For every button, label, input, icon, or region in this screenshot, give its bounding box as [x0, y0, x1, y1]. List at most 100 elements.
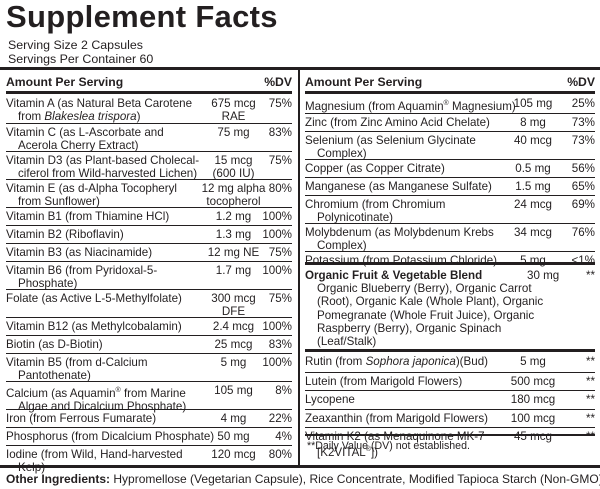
nutrient-name-line: Selenium (as Selenium Glycinate: [305, 134, 476, 147]
nutrient-dv: 100%: [262, 320, 292, 333]
nutrient-amount-line: 12 mg alpha: [201, 182, 266, 195]
nutrient-name: Vitamin K2 (as Menaquinone MK-7 [K2VITAL®…: [305, 430, 485, 459]
nutrient-name: Biotin (as D-Biotin): [6, 338, 103, 351]
nutrient-name-line: Iron (from Ferrous Fumarate): [6, 412, 157, 425]
nutrient-row: Iron (from Ferrous Fumarate) 4 mg 22%: [6, 409, 292, 428]
nutrient-row: Calcium (as Aquamin® from Marine Algae an…: [6, 381, 292, 413]
nutrient-name-line: Chromium (from Chromium: [305, 198, 446, 211]
nutrient-amount: 12 mg NE: [196, 246, 271, 259]
nutrient-name-line: Vitamin E (as d-Alpha Tocopheryl: [6, 182, 177, 195]
nutrient-dv: 56%: [571, 162, 595, 175]
nutrient-dv: 76%: [571, 226, 595, 239]
nutrient-dv: 83%: [268, 338, 292, 351]
nutrient-name: Lycopene: [305, 393, 355, 406]
nutrient-name-line: Vitamin B3 (as Niacinamide): [6, 246, 153, 259]
nutrient-name-line: from Blakeslea trispora): [18, 110, 141, 123]
nutrient-name: Vitamin B3 (as Niacinamide): [6, 246, 152, 259]
nutrient-amount-line: 50 mg: [217, 430, 250, 443]
nutrient-row: Rutin (from Sophora japonica)(Bud) 5 mg **: [305, 353, 595, 372]
nutrient-name: Phosphorus (from Dicalcium Phosphate): [6, 430, 214, 443]
nutrient-name: Rutin (from Sophora japonica)(Bud): [305, 355, 488, 368]
nutrient-dv: 100%: [262, 264, 292, 277]
nutrient-dv: 83%: [268, 126, 292, 139]
nutrient-amount-line: 5 mg: [520, 254, 546, 267]
nutrient-amount-line: tocopherol: [206, 195, 261, 208]
nutrient-name: Vitamin A (as Natural Beta Carotene from …: [6, 97, 192, 123]
nutrient-amount-line: 34 mcg: [513, 226, 553, 239]
nutrient-name-line: Biotin (as D-Biotin): [6, 338, 103, 351]
nutrient-dv: **: [585, 393, 595, 406]
nutrient-name-line: Vitamin K2 (as Menaquinone MK-7: [305, 430, 485, 443]
nutrient-dv: 4%: [275, 430, 292, 443]
blend-description: Organic Blueberry (Berry), Organic Carro…: [317, 282, 544, 349]
nutrient-name-line: Zeaxanthin (from Marigold Flowers): [305, 411, 488, 425]
nutrient-amount: 100 mcg: [505, 412, 561, 425]
nutrient-amount-line: 300 mcg: [211, 292, 256, 305]
nutrient-amount: 120 mcg: [196, 448, 271, 461]
nutrient-row: Vitamin B1 (from Thiamine HCl) 1.2 mg 100%: [6, 207, 292, 226]
nutrient-amount-line: RAE: [221, 110, 246, 123]
blend-dv: **: [585, 269, 595, 282]
right-column: Amount Per Serving %DV Magnesium (from A…: [305, 73, 595, 465]
nutrient-row: Copper (as Copper Citrate) 0.5 mg 56%: [305, 159, 595, 178]
nutrient-amount-line: 45 mcg: [513, 430, 553, 443]
nutrient-name: Vitamin C (as L-Ascorbate and Acerola Che…: [6, 126, 164, 152]
nutrient-name: Vitamin D3 (as Plant-based Cholecal-cife…: [6, 154, 199, 180]
nutrient-dv: <1%: [571, 254, 595, 267]
nutrient-amount-line: 120 mcg: [211, 448, 256, 461]
nutrient-amount: 180 mcg: [505, 393, 561, 406]
nutrient-row: Vitamin B5 (from d-Calcium Pantothenate) 5…: [6, 353, 292, 382]
nutrient-amount: 5 mg: [196, 356, 271, 369]
nutrient-name: Zeaxanthin (from Marigold Flowers): [305, 412, 488, 425]
nutrient-row: Biotin (as D-Biotin) 25 mcg 83%: [6, 335, 292, 354]
nutrient-row: Molybdenum (as Molybdenum Krebs Complex) 3…: [305, 223, 595, 252]
nutrient-amount: 5 mg: [505, 355, 561, 368]
servings-per-container: Servings Per Container 60: [8, 52, 154, 66]
nutrient-name-line: Complex): [317, 147, 367, 160]
nutrient-row: Vitamin D3 (as Plant-based Cholecal-cife…: [6, 151, 292, 180]
nutrient-row: Magnesium (from Aquamin® Magnesium) 105 m…: [305, 95, 595, 113]
nutrient-name-line: Vitamin D3 (as Plant-based Cholecal-: [6, 154, 200, 167]
nutrient-dv: 73%: [571, 116, 595, 129]
nutrient-dv: 75%: [268, 154, 292, 167]
nutrient-amount: 50 mg: [196, 430, 271, 443]
right-header-amount: Amount Per Serving: [305, 75, 423, 89]
nutrient-name: Vitamin B6 (from Pyridoxal-5- Phosphate): [6, 264, 157, 290]
nutrient-name: Lutein (from Marigold Flowers): [305, 375, 462, 388]
nutrient-amount-line: 180 mcg: [510, 393, 556, 406]
nutrient-name: Potassium (from Potassium Chloride): [305, 254, 497, 267]
nutrient-amount: 1.2 mg: [196, 210, 271, 223]
nutrient-dv: 75%: [268, 292, 292, 305]
nutrient-row: Vitamin B2 (Riboflavin) 1.3 mg 100%: [6, 225, 292, 244]
nutrient-dv: 100%: [262, 210, 292, 223]
nutrient-row: Lycopene 180 mcg **: [305, 390, 595, 410]
nutrient-name: Iodine (from Wild, Hand-harvested Kelp): [6, 448, 183, 474]
footnote-rule: [305, 434, 595, 436]
nutrient-amount-line: 75 mg: [217, 126, 250, 139]
nutrient-amount-line: 40 mcg: [513, 134, 553, 147]
nutrient-name: Vitamin B2 (Riboflavin): [6, 228, 124, 241]
nutrient-amount: 45 mcg: [505, 430, 561, 443]
nutrient-name: Folate (as Active L-5-Methylfolate): [6, 292, 182, 305]
nutrient-name-line: Magnesium (from Aquamin® Magnesium): [305, 99, 516, 113]
nutrient-name: Zinc (from Zinc Amino Acid Chelate): [305, 116, 490, 129]
nutrient-dv: 75%: [268, 246, 292, 259]
nutrient-name: Iron (from Ferrous Fumarate): [6, 412, 156, 425]
nutrient-amount-line: 500 mcg: [510, 374, 556, 388]
other-ingredients: Other Ingredients: Hypromellose (Vegetar…: [6, 472, 600, 486]
nutrient-amount: 34 mcg: [505, 226, 561, 239]
nutrient-name-line: Kelp): [18, 461, 46, 474]
nutrient-name-line: from Sunflower): [18, 195, 100, 208]
nutrient-amount: 4 mg: [196, 412, 271, 425]
nutrient-amount-line: 1.5 mg: [515, 180, 551, 193]
nutrient-amount-line: 105 mg: [214, 384, 253, 397]
footnote: **Daily Value (DV) not established.: [307, 440, 470, 452]
nutrient-name-line: Polynicotinate): [317, 211, 394, 224]
other-ingredients-text: Hypromellose (Vegetarian Capsule), Rice …: [113, 472, 600, 486]
nutrient-name-line: Lycopene: [305, 393, 355, 406]
nutrient-amount-line: 2.4 mcg: [212, 320, 255, 333]
nutrient-name: Vitamin B5 (from d-Calcium Pantothenate): [6, 356, 148, 382]
left-column: Amount Per Serving %DV Vitamin A (as Nat…: [6, 73, 292, 474]
nutrient-amount-line: DFE: [221, 305, 246, 318]
nutrient-amount: 2.4 mcg: [196, 320, 271, 333]
